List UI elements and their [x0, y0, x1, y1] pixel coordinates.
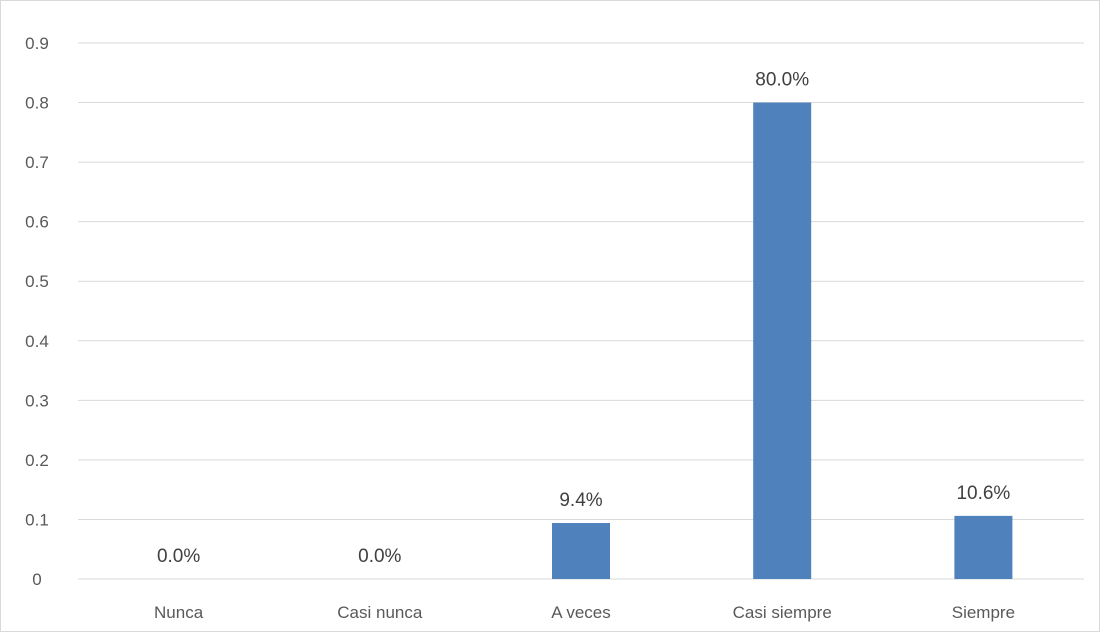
x-tick-label: A veces: [551, 603, 611, 622]
data-label: 9.4%: [559, 490, 602, 511]
x-tick-label: Casi siempre: [733, 603, 832, 622]
data-label: 0.0%: [358, 546, 401, 567]
y-tick-label: 0.1: [25, 510, 49, 529]
bar-siempre: [954, 515, 1013, 579]
gridlines: [78, 42, 1084, 580]
y-tick-label: 0.5: [25, 272, 49, 291]
y-tick-label: 0.4: [25, 332, 49, 351]
x-tick-label: Siempre: [952, 603, 1015, 622]
data-label: 80.0%: [755, 70, 809, 91]
y-tick-label: 0.8: [25, 94, 49, 113]
y-tick-label: 0: [32, 570, 41, 589]
y-axis-ticks: 0 0.1 0.2 0.3 0.4 0.5 0.6 0.7 0.8 0.9: [25, 34, 49, 589]
bars: [552, 102, 1013, 580]
x-tick-label: Casi nunca: [337, 603, 423, 622]
x-tick-label: Nunca: [154, 603, 204, 622]
y-tick-label: 0.6: [25, 213, 49, 232]
x-axis-ticks: Nunca Casi nunca A veces Casi siempre Siempr…: [154, 603, 1015, 622]
data-labels: 0.0% 0.0% 9.4% 80.0% 10.6%: [157, 70, 1010, 567]
y-tick-label: 0.3: [25, 391, 49, 410]
y-tick-label: 0.9: [25, 34, 49, 53]
y-tick-label: 0.2: [25, 451, 49, 470]
bar-casi-siempre: [753, 102, 812, 580]
bar-a-veces: [552, 523, 610, 579]
data-label: 0.0%: [157, 546, 200, 567]
data-label: 10.6%: [956, 483, 1010, 504]
y-tick-label: 0.7: [25, 153, 49, 172]
